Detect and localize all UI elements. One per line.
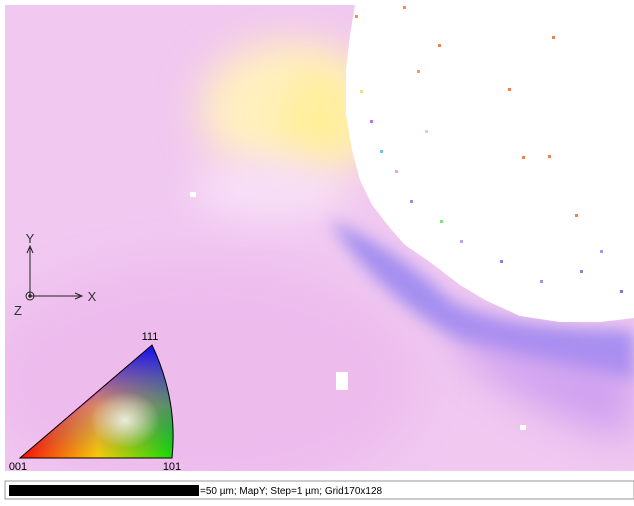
axis-label-y: Y (26, 231, 35, 246)
axis-triad (25, 244, 84, 301)
legend-label-111: 111 (142, 331, 159, 343)
scale-bar (4, 480, 634, 500)
scale-bar-caption: =50 µm; MapY; Step=1 µm; Grid170x128 (200, 486, 383, 497)
axis-label-z: Z (14, 303, 22, 318)
legend-label-001: 001 (9, 461, 27, 473)
legend-label-101: 101 (163, 461, 181, 473)
scatter-pixels (355, 6, 623, 293)
axis-label-x: X (88, 289, 97, 304)
